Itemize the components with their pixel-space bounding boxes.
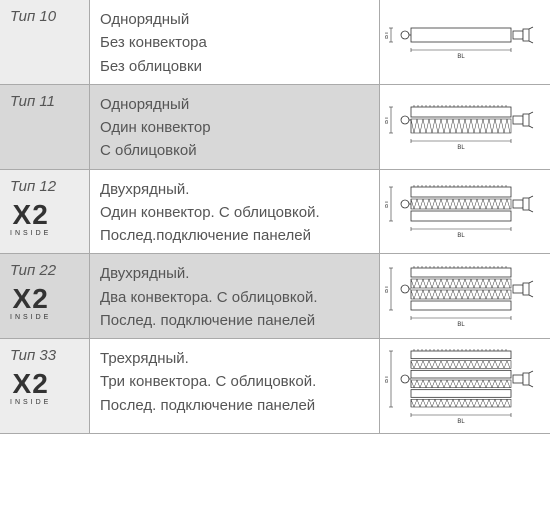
svg-text:BL: BL bbox=[457, 54, 465, 60]
table-row: Тип 12 X2INSIDE Двухрядный.Один конвектор.… bbox=[0, 170, 550, 255]
description-cell: ОднорядныйБез конвектораБез облицовки bbox=[90, 0, 380, 84]
type-label: Тип 11 bbox=[10, 93, 55, 110]
diagram-cell: BT BL bbox=[380, 85, 550, 169]
svg-text:BT: BT bbox=[385, 285, 390, 293]
description-line: Два конвектора. С облицовкой. bbox=[100, 286, 373, 309]
svg-text:BT: BT bbox=[385, 375, 390, 383]
table-row: Тип 10 ОднорядныйБез конвектораБез облицо… bbox=[0, 0, 550, 85]
svg-text:BT: BT bbox=[385, 200, 390, 208]
radiator-diagram: BT BL bbox=[385, 345, 545, 427]
description-cell: Двухрядный.Два конвектора. С облицовкой.… bbox=[90, 254, 380, 338]
x2-inside-badge: X2INSIDE bbox=[10, 285, 51, 321]
description-line: Однорядный bbox=[100, 8, 373, 31]
x2-inside-badge: X2INSIDE bbox=[10, 201, 51, 237]
description-cell: Трехрядный.Три конвектора. С облицовкой.… bbox=[90, 339, 380, 433]
description-line: Послед. подключение панелей bbox=[100, 309, 373, 332]
table-row: Тип 11 ОднорядныйОдин конвекторС облицовк… bbox=[0, 85, 550, 170]
description-line: Три конвектора. С облицовкой. bbox=[100, 370, 373, 393]
radiator-diagram: BT BL bbox=[385, 262, 545, 330]
description-line: Один конвектор bbox=[100, 116, 373, 139]
description-cell: Двухрядный.Один конвектор. С облицовкой.… bbox=[90, 170, 380, 254]
type-label: Тип 12 bbox=[10, 178, 56, 195]
diagram-cell: BT BL bbox=[380, 0, 550, 84]
svg-text:BL: BL bbox=[457, 322, 465, 328]
description-line: Трехрядный. bbox=[100, 347, 373, 370]
svg-text:BL: BL bbox=[457, 145, 465, 151]
description-line: Двухрядный. bbox=[100, 178, 373, 201]
description-line: Один конвектор. С облицовкой. bbox=[100, 201, 373, 224]
type-label-cell: Тип 11 bbox=[0, 85, 90, 169]
x2-text: X2 bbox=[13, 201, 49, 229]
description-line: Без облицовки bbox=[100, 55, 373, 78]
x2-inside-text: INSIDE bbox=[10, 399, 51, 406]
svg-text:BT: BT bbox=[385, 31, 390, 39]
x2-inside-text: INSIDE bbox=[10, 314, 51, 321]
svg-text:BT: BT bbox=[385, 115, 390, 123]
x2-text: X2 bbox=[13, 370, 49, 398]
radiator-diagram: BT BL bbox=[385, 101, 545, 153]
description-line: Однорядный bbox=[100, 93, 373, 116]
table-row: Тип 33 X2INSIDE Трехрядный.Три конвектора.… bbox=[0, 339, 550, 434]
radiator-types-table: Тип 10ОднорядныйБез конвектораБез облицо… bbox=[0, 0, 550, 434]
type-label: Тип 33 bbox=[10, 347, 56, 364]
type-label-cell: Тип 33 X2INSIDE bbox=[0, 339, 90, 433]
description-line: Послед.подключение панелей bbox=[100, 224, 373, 247]
radiator-diagram: BT BL bbox=[385, 22, 545, 62]
description-line: Послед. подключение панелей bbox=[100, 394, 373, 417]
type-label-cell: Тип 12 X2INSIDE bbox=[0, 170, 90, 254]
description-cell: ОднорядныйОдин конвекторС облицовкой bbox=[90, 85, 380, 169]
table-row: Тип 22 X2INSIDE Двухрядный.Два конвектора.… bbox=[0, 254, 550, 339]
x2-inside-badge: X2INSIDE bbox=[10, 370, 51, 406]
description-line: С облицовкой bbox=[100, 139, 373, 162]
description-line: Двухрядный. bbox=[100, 262, 373, 285]
diagram-cell: BT BL bbox=[380, 339, 550, 433]
type-label: Тип 22 bbox=[10, 262, 56, 279]
description-line: Без конвектора bbox=[100, 31, 373, 54]
svg-text:BL: BL bbox=[457, 419, 465, 425]
radiator-diagram: BT BL bbox=[385, 181, 545, 241]
x2-text: X2 bbox=[13, 285, 49, 313]
type-label-cell: Тип 10 bbox=[0, 0, 90, 84]
x2-inside-text: INSIDE bbox=[10, 230, 51, 237]
type-label-cell: Тип 22 X2INSIDE bbox=[0, 254, 90, 338]
diagram-cell: BT BL bbox=[380, 170, 550, 254]
svg-text:BL: BL bbox=[457, 233, 465, 239]
diagram-cell: BT BL bbox=[380, 254, 550, 338]
type-label: Тип 10 bbox=[10, 8, 56, 25]
